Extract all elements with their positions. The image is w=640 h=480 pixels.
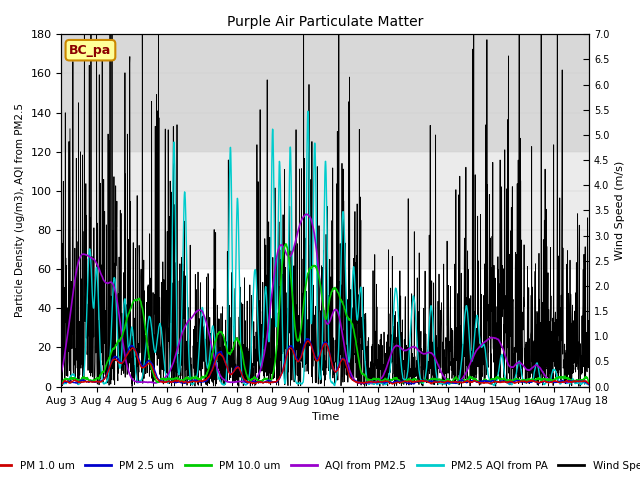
Bar	[61, 152, 589, 269]
Title: Purple Air Particulate Matter: Purple Air Particulate Matter	[227, 15, 424, 29]
Text: BC_pa: BC_pa	[69, 44, 111, 57]
Legend: PM 1.0 um, PM 2.5 um, PM 10.0 um, AQI from PM2.5, PM2.5 AQI from PA, Wind Speed: PM 1.0 um, PM 2.5 um, PM 10.0 um, AQI fr…	[0, 456, 640, 475]
Y-axis label: Particle Density (ug/m3), AQI from PM2.5: Particle Density (ug/m3), AQI from PM2.5	[15, 103, 25, 317]
Bar	[61, 35, 589, 152]
Y-axis label: Wind Speed (m/s): Wind Speed (m/s)	[615, 161, 625, 260]
Bar	[61, 269, 589, 386]
X-axis label: Time: Time	[312, 412, 339, 422]
